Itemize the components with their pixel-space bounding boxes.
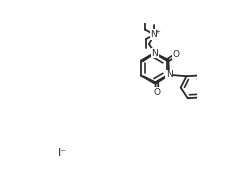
Text: N: N xyxy=(152,49,158,58)
Text: I⁻: I⁻ xyxy=(57,148,66,158)
Text: N: N xyxy=(151,30,157,39)
Text: N: N xyxy=(166,70,173,79)
Text: +: + xyxy=(154,29,160,35)
Text: O: O xyxy=(173,50,179,59)
Text: O: O xyxy=(154,88,161,97)
